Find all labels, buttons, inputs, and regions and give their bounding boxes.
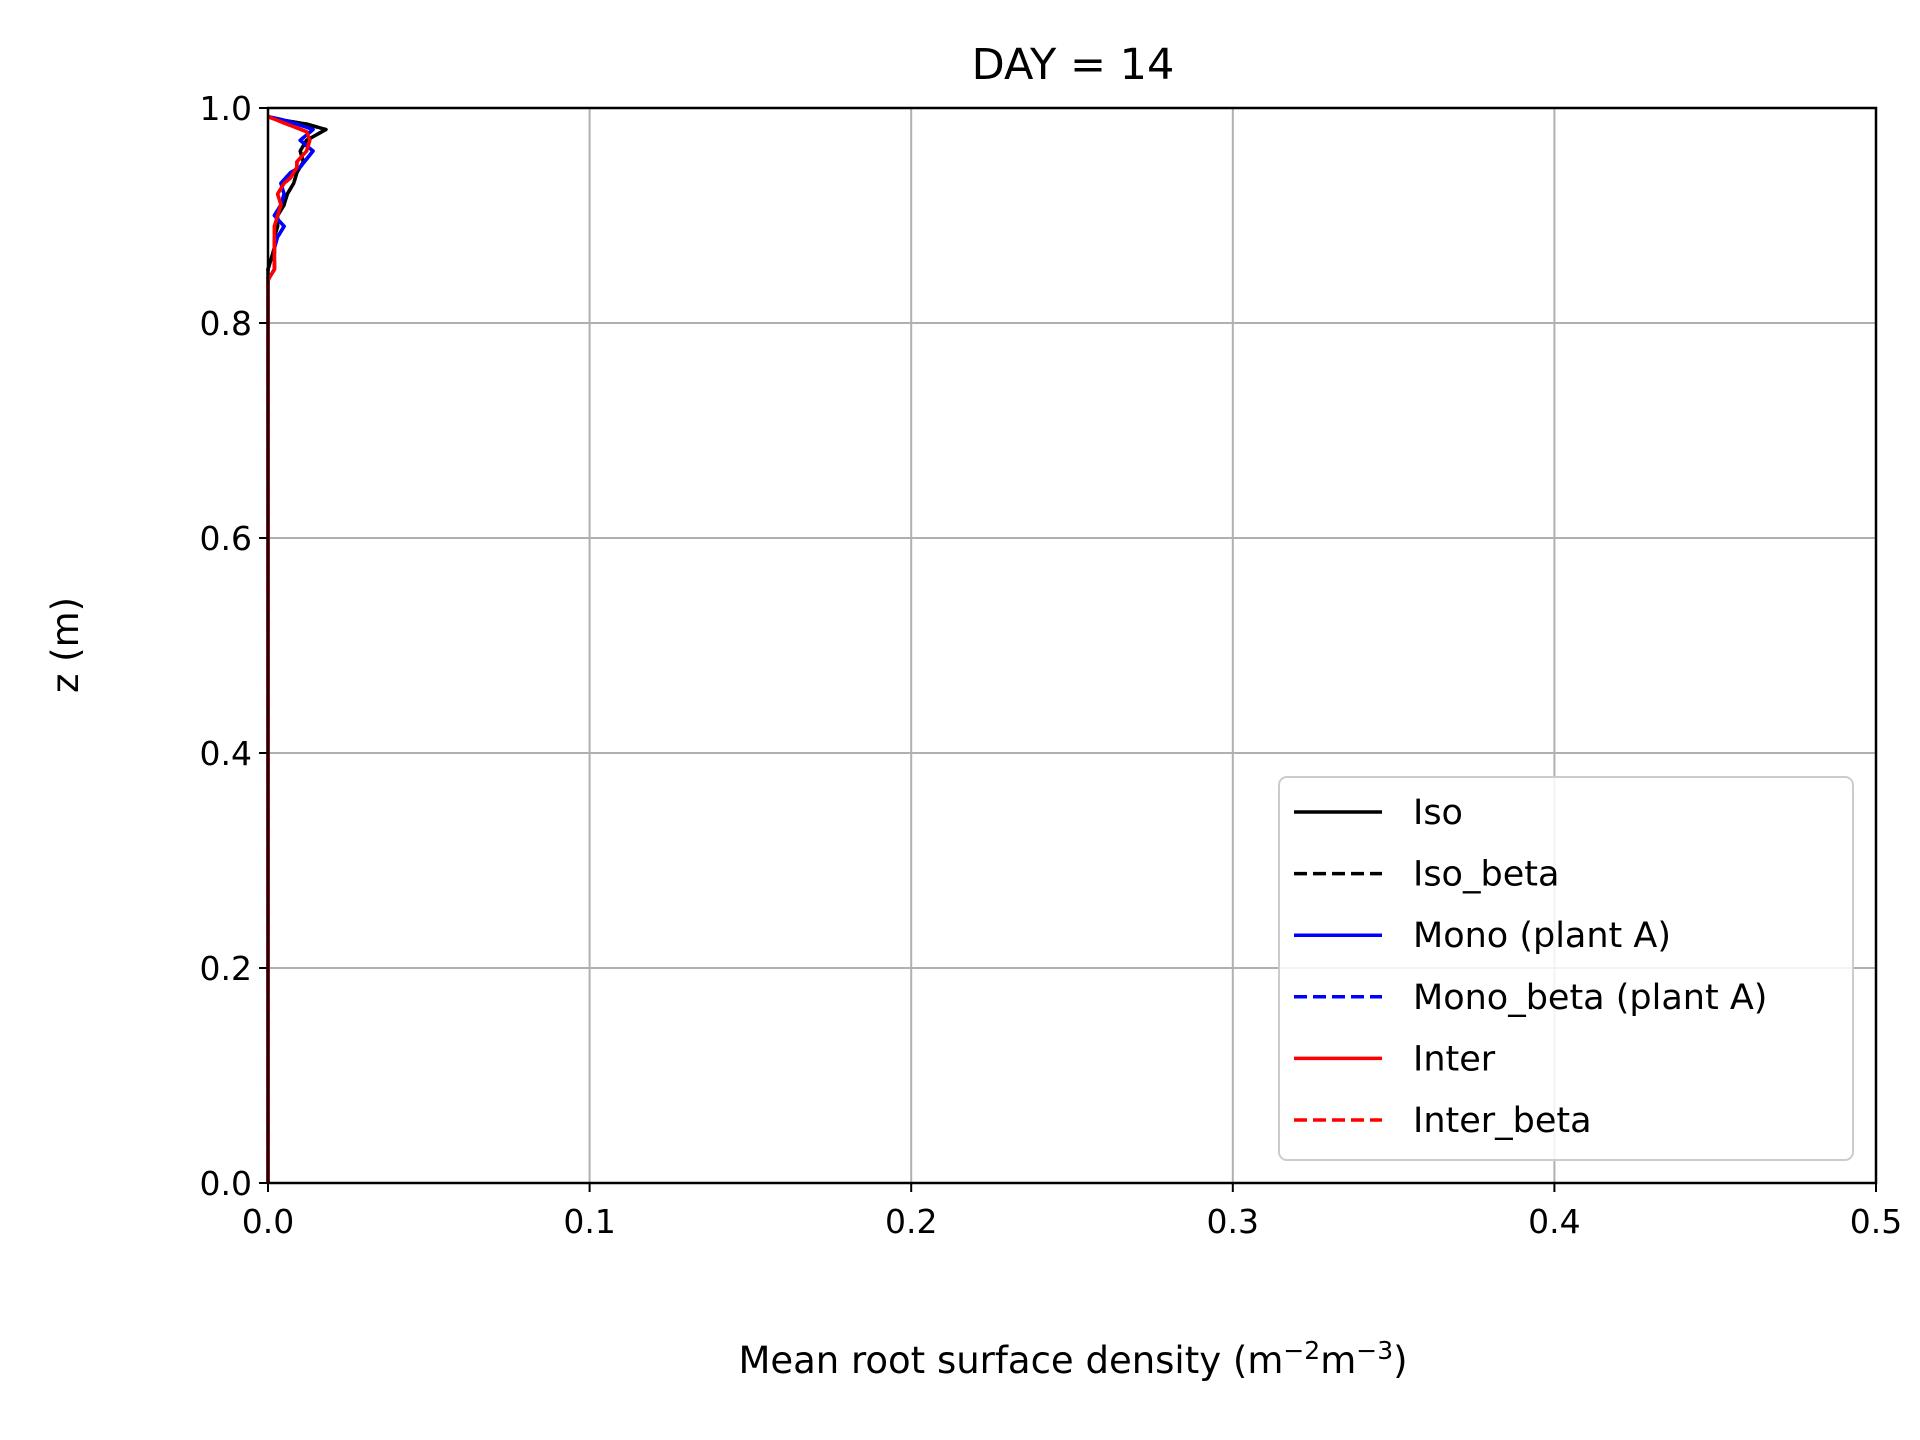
x-axis-label-exp1: −2 xyxy=(1283,1336,1320,1365)
plot-series xyxy=(266,114,328,1183)
series-line xyxy=(266,114,312,1183)
x-axis-label-main: Mean root surface density (m xyxy=(738,1339,1283,1382)
y-tick-label: 0.6 xyxy=(200,519,252,558)
x-tick-label: 0.5 xyxy=(1850,1202,1902,1241)
series-line xyxy=(266,114,328,1183)
y-tick-label: 0.0 xyxy=(200,1164,252,1203)
y-axis-label: z (m) xyxy=(44,597,87,693)
plot-frame xyxy=(266,106,1878,1185)
legend-label: Mono (plant A) xyxy=(1413,916,1671,956)
legend: Iso Iso_beta Mono (plant A) Mono_beta (plan… xyxy=(1278,776,1854,1161)
y-tick-label: 0.4 xyxy=(200,734,252,773)
x-tick-label: 0.3 xyxy=(1207,1202,1259,1241)
legend-label: Inter xyxy=(1413,1039,1496,1079)
x-axis-label-end: ) xyxy=(1393,1339,1407,1382)
x-axis-label-exp2: −3 xyxy=(1356,1336,1393,1365)
x-axis-label-mid: m xyxy=(1320,1339,1356,1382)
x-tick-label: 0.1 xyxy=(563,1202,615,1241)
axis-ticks: 0.0 0.1 0.2 0.3 0.4 0.5 0.0 0.2 0.4 0.6 0.8 1.0 xyxy=(200,89,1903,1241)
x-tick-label: 0.0 xyxy=(242,1202,294,1241)
series-line xyxy=(266,114,312,1183)
y-tick-label: 1.0 xyxy=(200,89,252,128)
series-line xyxy=(266,114,315,1183)
legend-label: Inter_beta xyxy=(1413,1101,1592,1141)
series-line xyxy=(266,114,328,1183)
x-tick-label: 0.2 xyxy=(885,1202,937,1241)
legend-label: Mono_beta (plant A) xyxy=(1413,978,1767,1018)
legend-label: Iso xyxy=(1413,793,1463,833)
chart-title: DAY = 14 xyxy=(972,40,1175,90)
legend-box xyxy=(1278,776,1854,1161)
series-line xyxy=(266,114,315,1183)
legend-label: Iso_beta xyxy=(1413,855,1559,895)
x-tick-label: 0.4 xyxy=(1528,1202,1580,1241)
x-axis-label: Mean root surface density (m−2m−3) xyxy=(738,1336,1407,1382)
y-tick-label: 0.8 xyxy=(200,304,252,343)
y-tick-label: 0.2 xyxy=(200,949,252,988)
